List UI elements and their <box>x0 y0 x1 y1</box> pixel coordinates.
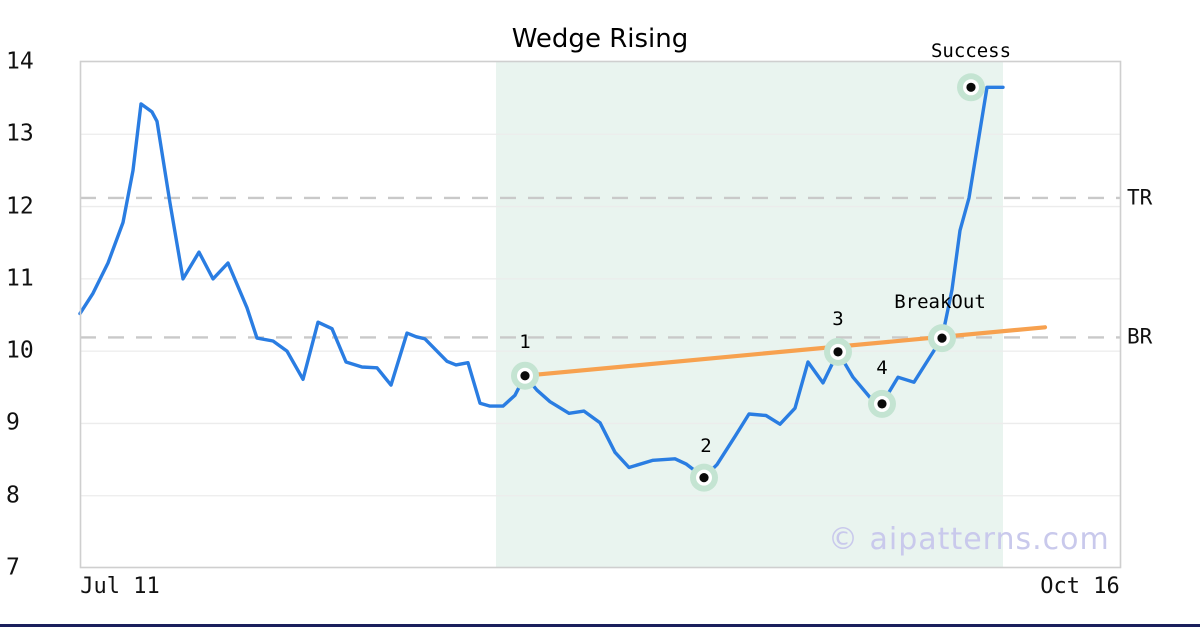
bottom-accent-bar <box>0 624 1200 627</box>
marker-dot-1 <box>520 371 530 381</box>
y-tick-label-14: 14 <box>6 48 34 75</box>
marker-dot-2 <box>699 473 709 483</box>
y-tick-label-11: 11 <box>6 265 34 292</box>
marker-dot-BreakOut <box>937 333 947 343</box>
y-tick-label-10: 10 <box>6 337 34 364</box>
y-tick-label-12: 12 <box>6 193 34 220</box>
marker-label-3: 3 <box>832 307 844 330</box>
level-label-tr: TR <box>1127 185 1153 210</box>
level-label-br: BR <box>1127 324 1153 349</box>
marker-label-breakout: BreakOut <box>894 291 986 314</box>
price-line <box>78 85 1005 480</box>
chart-title: Wedge Rising <box>511 24 689 54</box>
marker-label-2: 2 <box>700 434 712 457</box>
marker-label-success: Success <box>930 40 1012 63</box>
marker-label-1: 1 <box>519 330 531 353</box>
marker-dot-4 <box>877 399 887 409</box>
pattern-region <box>496 62 1003 568</box>
y-tick-label-8: 8 <box>6 482 20 509</box>
marker-dot-Success <box>966 82 976 92</box>
marker-dot-3 <box>833 347 843 357</box>
trendline <box>522 325 1048 378</box>
y-tick-label-7: 7 <box>6 554 20 581</box>
x-tick-label-oct-16: Oct 16 <box>1040 574 1120 599</box>
x-tick-label-jul-11: Jul 11 <box>80 574 160 599</box>
y-tick-label-13: 13 <box>6 120 34 147</box>
y-tick-label-9: 9 <box>6 409 20 436</box>
plot-border <box>79 60 1122 569</box>
watermark: © aipatterns.com <box>828 522 1110 557</box>
marker-label-4: 4 <box>876 356 888 379</box>
